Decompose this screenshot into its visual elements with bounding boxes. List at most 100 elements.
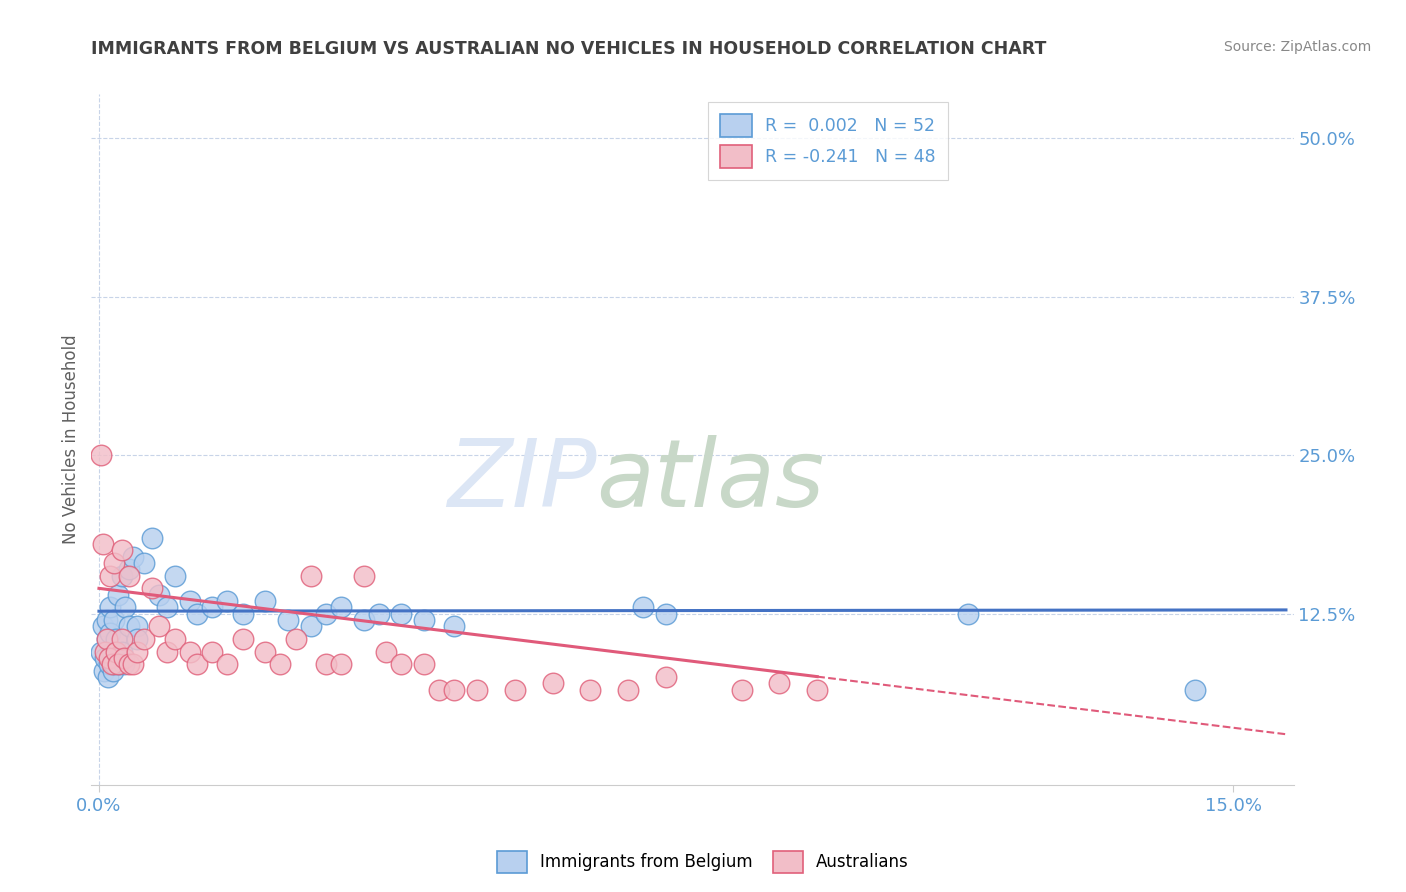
- Point: [122, 549, 145, 564]
- Point: [655, 670, 678, 684]
- Point: [541, 676, 564, 690]
- Point: [101, 657, 124, 672]
- Point: [201, 645, 224, 659]
- Point: [443, 682, 465, 697]
- Point: [111, 632, 134, 646]
- Point: [107, 651, 129, 665]
- Point: [97, 651, 120, 665]
- Point: [329, 657, 352, 672]
- Point: [201, 600, 224, 615]
- Y-axis label: No Vehicles in Household: No Vehicles in Household: [62, 334, 80, 544]
- Point: [98, 568, 121, 582]
- Point: [284, 632, 307, 646]
- Point: [141, 531, 163, 545]
- Point: [186, 607, 208, 621]
- Point: [118, 568, 141, 582]
- Point: [125, 619, 148, 633]
- Point: [156, 645, 179, 659]
- Point: [156, 600, 179, 615]
- Point: [125, 645, 148, 659]
- Point: [353, 568, 375, 582]
- Point: [413, 657, 436, 672]
- Point: [148, 588, 170, 602]
- Point: [103, 556, 125, 570]
- Point: [163, 632, 186, 646]
- Point: [93, 664, 115, 678]
- Point: [232, 607, 254, 621]
- Point: [112, 651, 135, 665]
- Point: [98, 600, 121, 615]
- Text: ZIP: ZIP: [447, 435, 596, 526]
- Point: [104, 645, 127, 659]
- Text: IMMIGRANTS FROM BELGIUM VS AUSTRALIAN NO VEHICLES IN HOUSEHOLD CORRELATION CHART: IMMIGRANTS FROM BELGIUM VS AUSTRALIAN NO…: [91, 40, 1046, 58]
- Point: [148, 619, 170, 633]
- Point: [98, 625, 121, 640]
- Point: [122, 657, 145, 672]
- Point: [299, 568, 322, 582]
- Point: [655, 607, 678, 621]
- Point: [91, 537, 114, 551]
- Point: [375, 645, 398, 659]
- Point: [111, 543, 134, 558]
- Point: [443, 619, 465, 633]
- Point: [118, 619, 141, 633]
- Point: [118, 562, 141, 576]
- Point: [97, 657, 120, 672]
- Point: [186, 657, 208, 672]
- Point: [141, 582, 163, 596]
- Point: [730, 682, 752, 697]
- Point: [465, 682, 488, 697]
- Point: [367, 607, 389, 621]
- Point: [254, 594, 277, 608]
- Point: [179, 645, 201, 659]
- Point: [101, 645, 124, 659]
- Point: [806, 682, 828, 697]
- Point: [114, 600, 136, 615]
- Point: [96, 632, 118, 646]
- Point: [90, 448, 112, 462]
- Text: Source: ZipAtlas.com: Source: ZipAtlas.com: [1223, 40, 1371, 54]
- Point: [111, 645, 134, 659]
- Point: [277, 613, 299, 627]
- Point: [315, 657, 337, 672]
- Point: [118, 657, 141, 672]
- Point: [104, 632, 127, 646]
- Point: [617, 682, 640, 697]
- Point: [315, 607, 337, 621]
- Point: [163, 568, 186, 582]
- Point: [101, 664, 124, 678]
- Point: [503, 682, 526, 697]
- Point: [299, 619, 322, 633]
- Point: [97, 670, 120, 684]
- Point: [94, 645, 117, 659]
- Point: [579, 682, 602, 697]
- Point: [1184, 682, 1206, 697]
- Point: [768, 676, 790, 690]
- Point: [94, 651, 117, 665]
- Point: [353, 613, 375, 627]
- Point: [427, 682, 450, 697]
- Point: [96, 632, 118, 646]
- Point: [103, 657, 125, 672]
- Point: [217, 657, 239, 672]
- Point: [254, 645, 277, 659]
- Point: [389, 657, 412, 672]
- Point: [269, 657, 291, 672]
- Point: [105, 645, 128, 659]
- Point: [329, 600, 352, 615]
- Point: [91, 619, 114, 633]
- Text: atlas: atlas: [596, 435, 824, 526]
- Point: [107, 657, 129, 672]
- Point: [389, 607, 412, 621]
- Point: [957, 607, 980, 621]
- Point: [90, 645, 112, 659]
- Point: [134, 556, 156, 570]
- Point: [103, 613, 125, 627]
- Point: [633, 600, 655, 615]
- Point: [108, 657, 131, 672]
- Point: [107, 588, 129, 602]
- Point: [232, 632, 254, 646]
- Point: [96, 613, 118, 627]
- Point: [112, 657, 135, 672]
- Point: [413, 613, 436, 627]
